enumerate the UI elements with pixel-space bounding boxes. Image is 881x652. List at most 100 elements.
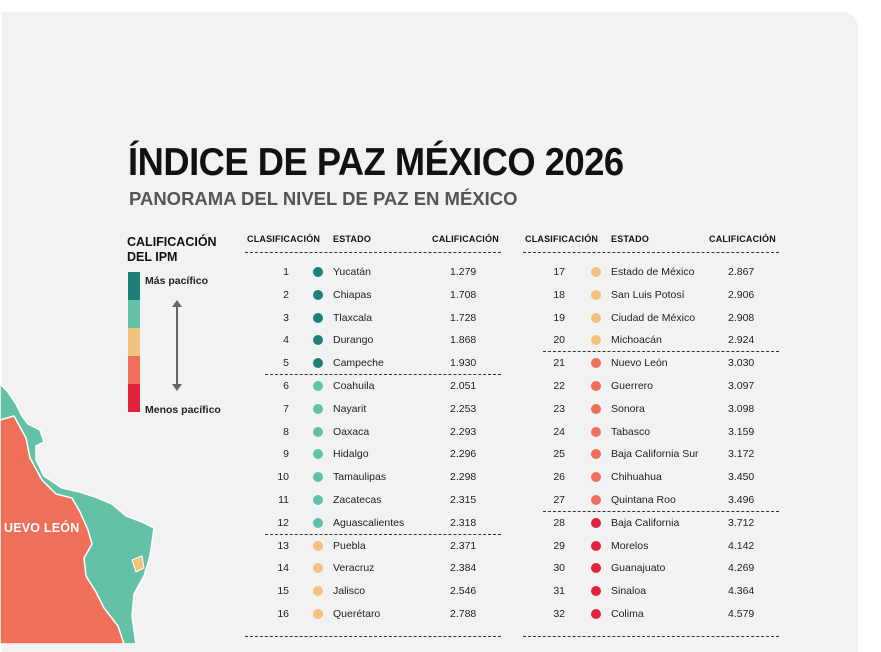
arrow-up-icon [172,300,182,307]
table-row: 9 Hidalgo 2.296 [245,447,505,470]
table-row: 27 Quintana Roo 3.496 [523,493,783,516]
state-cell: Morelos [611,539,649,552]
table-row: 13 Puebla 2.371 [245,539,505,562]
score-cell: 3.159 [728,425,755,438]
legend-swatch [128,300,140,328]
legend-swatch [128,384,140,412]
state-cell: Michoacán [611,334,662,347]
group-separator [265,533,501,535]
table-row: 20 Michoacán 2.924 [523,333,783,356]
score-cell: 1.708 [450,288,477,301]
legend-swatch [128,356,140,384]
rank-cell: 21 [553,357,565,370]
score-cell: 2.788 [450,608,477,620]
rank-cell: 12 [277,516,289,529]
group-separator [265,374,501,375]
rank-cell: 3 [283,311,289,324]
score-cell: 3.496 [728,494,755,506]
score-cell: 2.318 [450,516,477,529]
status-dot-icon [591,312,601,323]
status-dot-icon [313,449,323,460]
rank-cell: 31 [553,585,565,598]
status-dot-icon [313,472,323,483]
status-dot-icon [313,289,323,300]
rank-cell: 10 [277,471,289,484]
table-row: 30 Guanajuato 4.269 [523,561,783,584]
score-cell: 3.450 [728,471,755,484]
score-cell: 3.098 [728,402,755,415]
status-dot-icon [313,586,323,597]
status-dot-icon [313,495,323,505]
rank-cell: 23 [553,402,565,415]
status-dot-icon [313,358,323,369]
status-dot-icon [591,335,601,346]
status-dot-icon [313,335,323,346]
score-cell: 2.384 [450,562,477,575]
rank-cell: 13 [277,539,289,552]
score-cell: 1.279 [450,266,477,278]
table-row: 14 Veracruz 2.384 [245,561,505,584]
right-header-rank: CLASIFICACIÓN [525,234,599,244]
state-cell: Zacatecas [333,494,382,506]
score-cell: 2.906 [728,288,755,301]
rank-cell: 24 [553,425,565,438]
state-cell: Querétaro [333,608,381,620]
state-cell: Coahuila [333,380,375,392]
legend-swatch [128,272,140,300]
state-cell: Sinaloa [611,585,647,598]
status-dot-icon [591,267,601,277]
table-row: 28 Baja California 3.712 [523,516,783,539]
state-cell: Nuevo León [611,357,668,370]
state-cell: Quintana Roo [611,494,676,506]
score-cell: 3.172 [728,448,755,461]
right-header-state: ESTADO [611,234,650,244]
score-cell: 2.296 [450,448,477,461]
group-separator [543,351,779,353]
state-cell: Chihuahua [611,471,662,484]
arrow-line [176,306,178,386]
rank-cell: 19 [553,311,565,324]
table-row: 3 Tlaxcala 1.728 [245,311,505,334]
table-row: 21 Nuevo León 3.030 [523,356,783,379]
state-cell: Tabasco [611,425,651,438]
score-cell: 2.253 [450,402,477,415]
state-cell: Durango [333,334,374,347]
rank-cell: 2 [283,288,289,301]
legend-swatch [128,328,140,356]
rank-cell: 29 [553,539,565,552]
status-dot-icon [591,472,601,483]
score-cell: 4.364 [728,585,755,598]
state-cell: Oaxaca [333,425,370,438]
score-cell: 2.924 [728,334,755,347]
page-title: ÍNDICE DE PAZ MÉXICO 2026 [128,141,624,184]
table-row: 22 Guerrero 3.097 [523,379,783,402]
status-dot-icon [591,609,601,619]
table-row: 19 Ciudad de México 2.908 [523,311,783,334]
rank-cell: 14 [277,562,289,575]
status-dot-icon [313,312,323,323]
score-cell: 2.315 [450,494,477,506]
rank-cell: 17 [553,266,565,278]
rank-cell: 11 [278,494,289,506]
rank-cell: 30 [553,562,565,575]
state-cell: Sonora [611,402,645,415]
state-cell: Colima [611,608,644,620]
score-cell: 2.546 [450,585,477,598]
status-dot-icon [313,403,323,414]
score-cell: 4.142 [728,539,755,552]
table-row: 1 Yucatán 1.279 [245,265,505,288]
rank-cell: 9 [283,448,289,461]
rank-cell: 5 [283,357,289,370]
score-cell: 3.030 [728,357,755,370]
status-dot-icon [313,426,323,437]
table-row: 7 Nayarit 2.253 [245,402,505,425]
table-row: 2 Chiapas 1.708 [245,288,505,311]
score-cell: 3.712 [728,516,755,529]
left-footer-rule [245,636,501,637]
state-cell: Estado de México [611,266,695,278]
state-cell: Veracruz [333,562,375,575]
table-row: 25 Baja California Sur 3.172 [523,447,783,470]
table-row: 31 Sinaloa 4.364 [523,584,783,607]
score-cell: 3.097 [728,380,755,392]
group-separator [543,510,779,512]
